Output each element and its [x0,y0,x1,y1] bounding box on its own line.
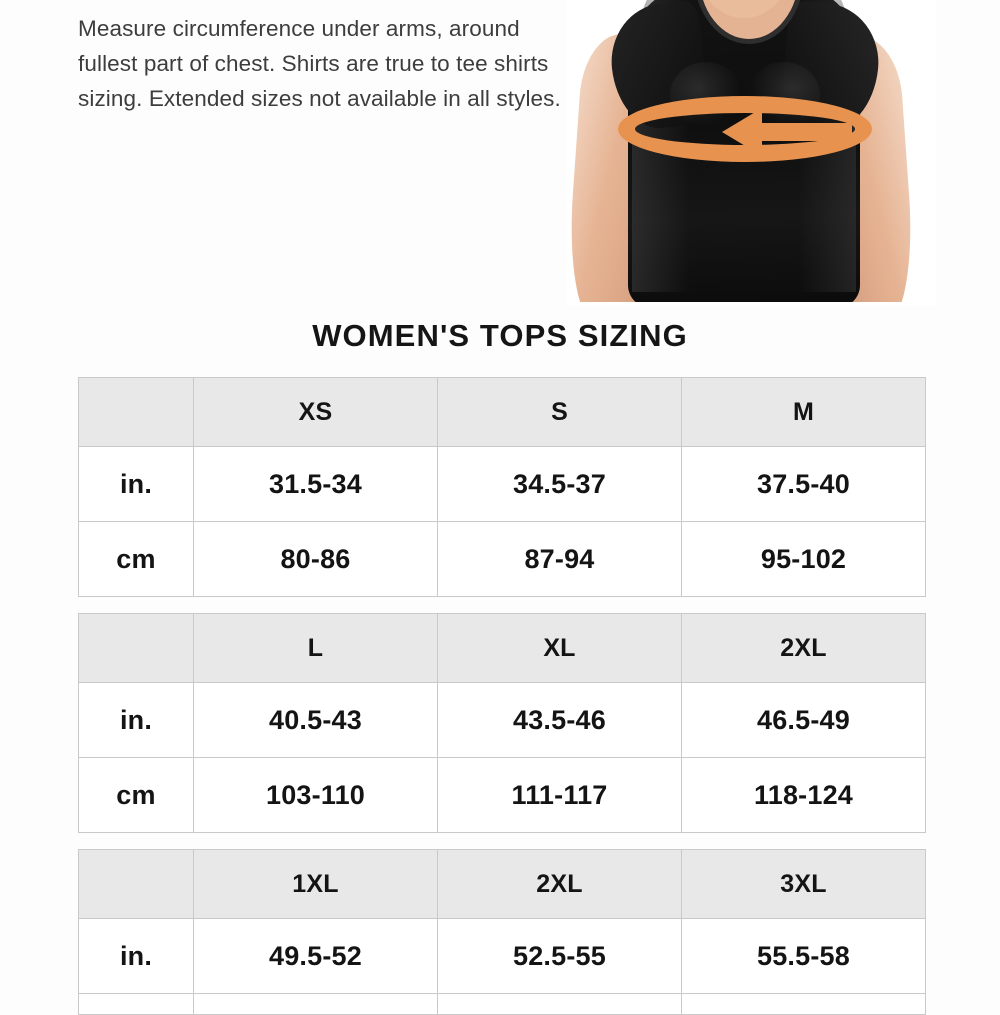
measurement-cell: 52.5-55 [437,918,682,994]
measurement-cell: 55.5-58 [681,918,926,994]
table-corner-cell [78,613,194,683]
unit-label-inches: in. [78,682,194,758]
measurement-cell: 118-124 [681,757,926,833]
column-header-size: 2XL [681,613,926,683]
measurement-cell [437,993,682,1015]
table-row: in. 31.5-34 34.5-37 37.5-40 [78,446,926,522]
photo-bottom-edge [566,302,936,306]
page-title: WOMEN'S TOPS SIZING [312,318,688,353]
sizing-tables-container: XS S M in. 31.5-34 34.5-37 37.5-40 cm 80… [78,377,926,1015]
table-row-clipped [78,993,926,1015]
measurement-cell: 31.5-34 [193,446,438,522]
table-row: cm 80-86 87-94 95-102 [78,521,926,597]
column-header-size: 2XL [437,849,682,919]
unit-label-centimeters [78,993,194,1015]
measurement-cell: 87-94 [437,521,682,597]
measurement-cell: 37.5-40 [681,446,926,522]
measurement-cell: 46.5-49 [681,682,926,758]
measurement-cell: 111-117 [437,757,682,833]
bust-measuring-band [618,96,872,170]
model-illustration [566,0,936,306]
measurement-cell [193,993,438,1015]
table-row: in. 49.5-52 52.5-55 55.5-58 [78,918,926,994]
table-corner-cell [78,849,194,919]
table-header-row: 1XL 2XL 3XL [78,849,926,919]
unit-label-centimeters: cm [78,521,194,597]
model-photo [566,0,936,306]
measurement-cell: 49.5-52 [193,918,438,994]
table-header-row: L XL 2XL [78,613,926,683]
measurement-intro-section: BUST MEASUREMENT Measure circumference u… [0,0,1000,306]
column-header-size: M [681,377,926,447]
column-header-size: S [437,377,682,447]
instructions-body-text: Measure circumference under arms, around… [78,16,561,111]
sizing-table-extended-3: 1XL 2XL 3XL in. 49.5-52 52.5-55 55.5-58 [78,849,926,1015]
measurement-cell: 43.5-46 [437,682,682,758]
column-header-size: XL [437,613,682,683]
measurement-cell: 103-110 [193,757,438,833]
column-header-size: 1XL [193,849,438,919]
column-header-size: XS [193,377,438,447]
measurement-cell: 80-86 [193,521,438,597]
column-header-size: 3XL [681,849,926,919]
table-header-row: XS S M [78,377,926,447]
measuring-arrow-shaft [756,123,852,141]
table-corner-cell [78,377,194,447]
unit-label-inches: in. [78,446,194,522]
unit-label-centimeters: cm [78,757,194,833]
sizing-table-standard-2: L XL 2XL in. 40.5-43 43.5-46 46.5-49 cm … [78,613,926,833]
measurement-cell: 34.5-37 [437,446,682,522]
table-row: in. 40.5-43 43.5-46 46.5-49 [78,682,926,758]
measurement-cell: 95-102 [681,521,926,597]
measuring-arrow-icon [722,108,762,156]
instructions-heading: BUST MEASUREMENT [78,0,578,2]
column-header-size: L [193,613,438,683]
measurement-cell: 40.5-43 [193,682,438,758]
sizing-table-standard-1: XS S M in. 31.5-34 34.5-37 37.5-40 cm 80… [78,377,926,597]
instructions-block: BUST MEASUREMENT Measure circumference u… [78,0,578,116]
unit-label-inches: in. [78,918,194,994]
table-row: cm 103-110 111-117 118-124 [78,757,926,833]
measurement-cell [681,993,926,1015]
